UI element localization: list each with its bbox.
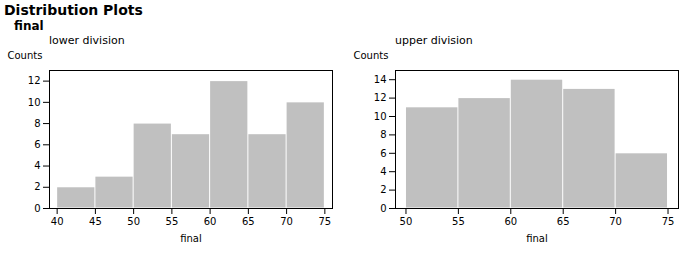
html-text:lower division: lower division bbox=[49, 34, 125, 47]
svg-text:final: final bbox=[526, 233, 548, 244]
svg-text:65: 65 bbox=[242, 216, 255, 227]
svg-text:Counts: Counts bbox=[354, 50, 389, 61]
svg-text:2: 2 bbox=[34, 181, 40, 192]
svg-text:Counts: Counts bbox=[8, 50, 43, 61]
svg-text:75: 75 bbox=[662, 216, 675, 227]
svg-text:65: 65 bbox=[557, 216, 570, 227]
svg-text:4: 4 bbox=[380, 166, 386, 177]
svg-text:final: final bbox=[180, 233, 202, 244]
html-text:final: final bbox=[14, 19, 44, 33]
svg-text:50: 50 bbox=[400, 216, 413, 227]
html-text:upper division: upper division bbox=[395, 34, 473, 47]
svg-text:8: 8 bbox=[380, 129, 386, 140]
svg-text:75: 75 bbox=[318, 216, 331, 227]
svg-text:8: 8 bbox=[34, 118, 40, 129]
html-text:Distribution Plots: Distribution Plots bbox=[4, 2, 143, 18]
svg-text:45: 45 bbox=[89, 216, 102, 227]
svg-text:0: 0 bbox=[34, 203, 40, 214]
svg-text:6: 6 bbox=[380, 148, 386, 159]
svg-text:4: 4 bbox=[34, 160, 40, 171]
svg-text:60: 60 bbox=[204, 216, 217, 227]
svg-text:55: 55 bbox=[452, 216, 465, 227]
svg-text:40: 40 bbox=[51, 216, 64, 227]
svg-text:50: 50 bbox=[127, 216, 140, 227]
svg-text:55: 55 bbox=[166, 216, 179, 227]
svg-text:10: 10 bbox=[374, 111, 387, 122]
svg-text:10: 10 bbox=[28, 97, 41, 108]
svg-text:12: 12 bbox=[374, 92, 387, 103]
svg-text:12: 12 bbox=[28, 75, 41, 86]
svg-text:70: 70 bbox=[609, 216, 622, 227]
svg-text:0: 0 bbox=[380, 203, 386, 214]
svg-text:6: 6 bbox=[34, 139, 40, 150]
svg-text:60: 60 bbox=[504, 216, 517, 227]
svg-text:2: 2 bbox=[380, 184, 386, 195]
svg-text:70: 70 bbox=[280, 216, 293, 227]
svg-text:14: 14 bbox=[374, 74, 387, 85]
